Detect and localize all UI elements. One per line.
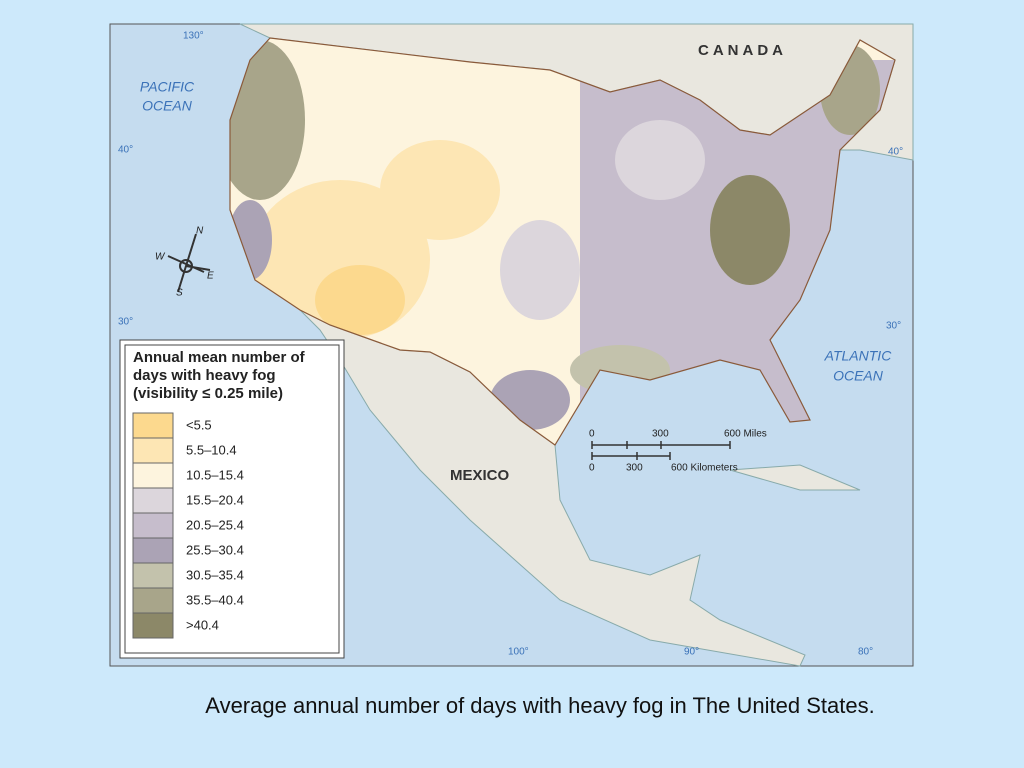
legend-swatch [132, 412, 174, 439]
ocean-label: PACIFIC [140, 79, 195, 95]
legend-swatch [132, 612, 174, 639]
legend-swatch [132, 587, 174, 614]
compass-w: W [155, 252, 166, 263]
lon-label: 130° [183, 31, 204, 42]
scale-label: 600 Kilometers [671, 463, 738, 474]
legend-swatch [132, 512, 174, 539]
legend-swatch [132, 462, 174, 489]
lon-label: 90° [684, 647, 699, 658]
scale-label: 300 [652, 429, 669, 440]
legend-label: 5.5–10.4 [186, 442, 237, 457]
legend-inner-border [124, 344, 340, 654]
legend-swatch [132, 437, 174, 464]
lat-label: 30° [886, 321, 901, 332]
legend-swatch [132, 562, 174, 589]
ocean-label: OCEAN [833, 368, 884, 384]
legend-title: days with heavy fog [133, 367, 276, 384]
legend-label: 15.5–20.4 [186, 492, 244, 507]
lat-label: 30° [118, 317, 133, 328]
scale-label: 0 [589, 429, 595, 440]
legend-label: 10.5–15.4 [186, 467, 244, 482]
ocean-label: OCEAN [142, 98, 193, 114]
map: 130° 40° 30° 100° 90° 80° 40° 30° CANADA… [109, 23, 914, 667]
fog-regions [230, 38, 895, 445]
legend-swatch [132, 537, 174, 564]
legend-title: (visibility ≤ 0.25 mile) [133, 385, 283, 402]
legend-label: 35.5–40.4 [186, 592, 244, 607]
lon-label: 80° [858, 647, 873, 658]
graticule: 130° 40° 30° 100° 90° 80° 40° 30° [118, 31, 903, 658]
lat-label: 40° [118, 145, 133, 156]
legend-title: Annual mean number of [133, 349, 306, 366]
compass: N S E W [155, 226, 214, 299]
legend-label: 20.5–25.4 [186, 517, 244, 532]
scale-label: 300 [626, 463, 643, 474]
lon-label: 100° [508, 647, 529, 658]
compass-e: E [207, 271, 214, 282]
caption: Average annual number of days with heavy… [205, 693, 874, 718]
compass-s: S [176, 288, 183, 299]
country-label: MEXICO [450, 467, 510, 484]
lat-label: 40° [888, 147, 903, 158]
scale-label: 600 Miles [724, 429, 767, 440]
legend-label: >40.4 [186, 617, 219, 632]
cuba [729, 464, 861, 491]
scale-bar: 0 300 600 Miles 0 300 600 Kilometers [589, 429, 767, 474]
compass-n: N [196, 226, 204, 237]
scale-label: 0 [589, 463, 595, 474]
ocean-label: ATLANTIC [824, 348, 893, 364]
legend-label: 30.5–35.4 [186, 567, 244, 582]
legend-label: <5.5 [186, 417, 212, 432]
legend-label: 25.5–30.4 [186, 542, 244, 557]
country-label: CANADA [698, 42, 787, 59]
legend: Annual mean number of days with heavy fo… [119, 339, 345, 659]
legend-swatch [132, 487, 174, 514]
